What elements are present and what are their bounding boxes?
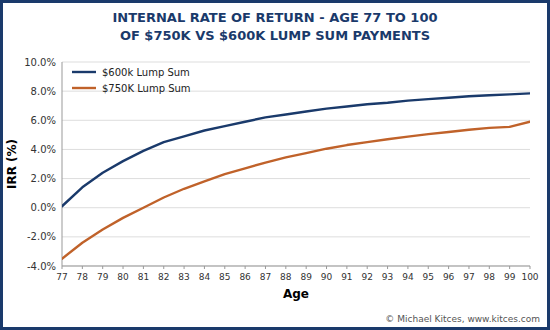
x-tick-label: 96 <box>443 272 455 282</box>
grid-line <box>62 62 530 63</box>
x-tick-label: 90 <box>321 272 333 282</box>
legend-swatch <box>72 71 96 73</box>
x-tick-label: 82 <box>158 272 169 282</box>
legend: $600k Lump Sum $750K Lump Sum <box>72 67 191 94</box>
grid-line <box>62 266 530 267</box>
x-tick-label: 91 <box>341 272 352 282</box>
x-tick-label: 87 <box>260 272 271 282</box>
x-tick-label: 84 <box>199 272 211 282</box>
x-tick-label: 94 <box>402 272 414 282</box>
x-tick-label: 79 <box>97 272 109 282</box>
x-tick-label: 78 <box>77 272 89 282</box>
y-tick-label: 8.0% <box>31 86 56 97</box>
x-axis-label: Age <box>283 287 309 301</box>
x-tick-label: 93 <box>382 272 393 282</box>
border <box>2 2 549 329</box>
legend-label: $750K Lump Sum <box>102 83 191 94</box>
grid-line <box>62 120 530 121</box>
x-tick-label: 80 <box>117 272 129 282</box>
y-tick-label: 10.0% <box>24 57 56 68</box>
y-axis <box>62 62 63 266</box>
x-tick-label: 85 <box>219 272 230 282</box>
subtitle: OF $750K VS $600K LUMP SUM PAYMENTS <box>120 28 430 43</box>
x-tick-label: 86 <box>239 272 251 282</box>
x-tick-label: 95 <box>423 272 434 282</box>
x-tick-label: 89 <box>300 272 312 282</box>
x-tick-label: 81 <box>138 272 149 282</box>
x-tick-label: 77 <box>56 272 67 282</box>
series-line <box>62 93 530 206</box>
x-tick-label: 88 <box>280 272 292 282</box>
y-tick-label: -2.0% <box>27 231 56 242</box>
y-tick-label: 4.0% <box>31 144 56 155</box>
x-tick-label: 99 <box>504 272 516 282</box>
x-tick-label: 83 <box>178 272 189 282</box>
x-tick-label: 100 <box>521 272 538 282</box>
x-tick-label: 92 <box>361 272 372 282</box>
y-tick-label: 6.0% <box>31 115 56 126</box>
grid-line <box>62 236 530 237</box>
grid-line <box>62 207 530 208</box>
x-tick-label: 97 <box>463 272 474 282</box>
grid-line <box>62 178 530 179</box>
legend-swatch <box>72 87 96 89</box>
x-tick-label: 98 <box>484 272 496 282</box>
grid-line <box>62 149 530 150</box>
legend-label: $600k Lump Sum <box>102 67 190 78</box>
x-axis <box>62 266 530 267</box>
grid <box>62 62 530 266</box>
annotation: © Michael Kitces, www.kitces.com <box>385 314 540 324</box>
y-tick-label: -4.0% <box>27 261 56 272</box>
y-tick-label: 0.0% <box>31 202 56 213</box>
y-axis-label: IRR (%) <box>5 139 19 189</box>
y-tick-label: 2.0% <box>31 173 56 184</box>
series-group <box>62 93 530 258</box>
series-line <box>62 122 530 259</box>
chart: INTERNAL RATE OF RETURN - AGE 77 TO 100 O… <box>0 0 550 330</box>
title: INTERNAL RATE OF RETURN - AGE 77 TO 100 <box>112 10 437 25</box>
